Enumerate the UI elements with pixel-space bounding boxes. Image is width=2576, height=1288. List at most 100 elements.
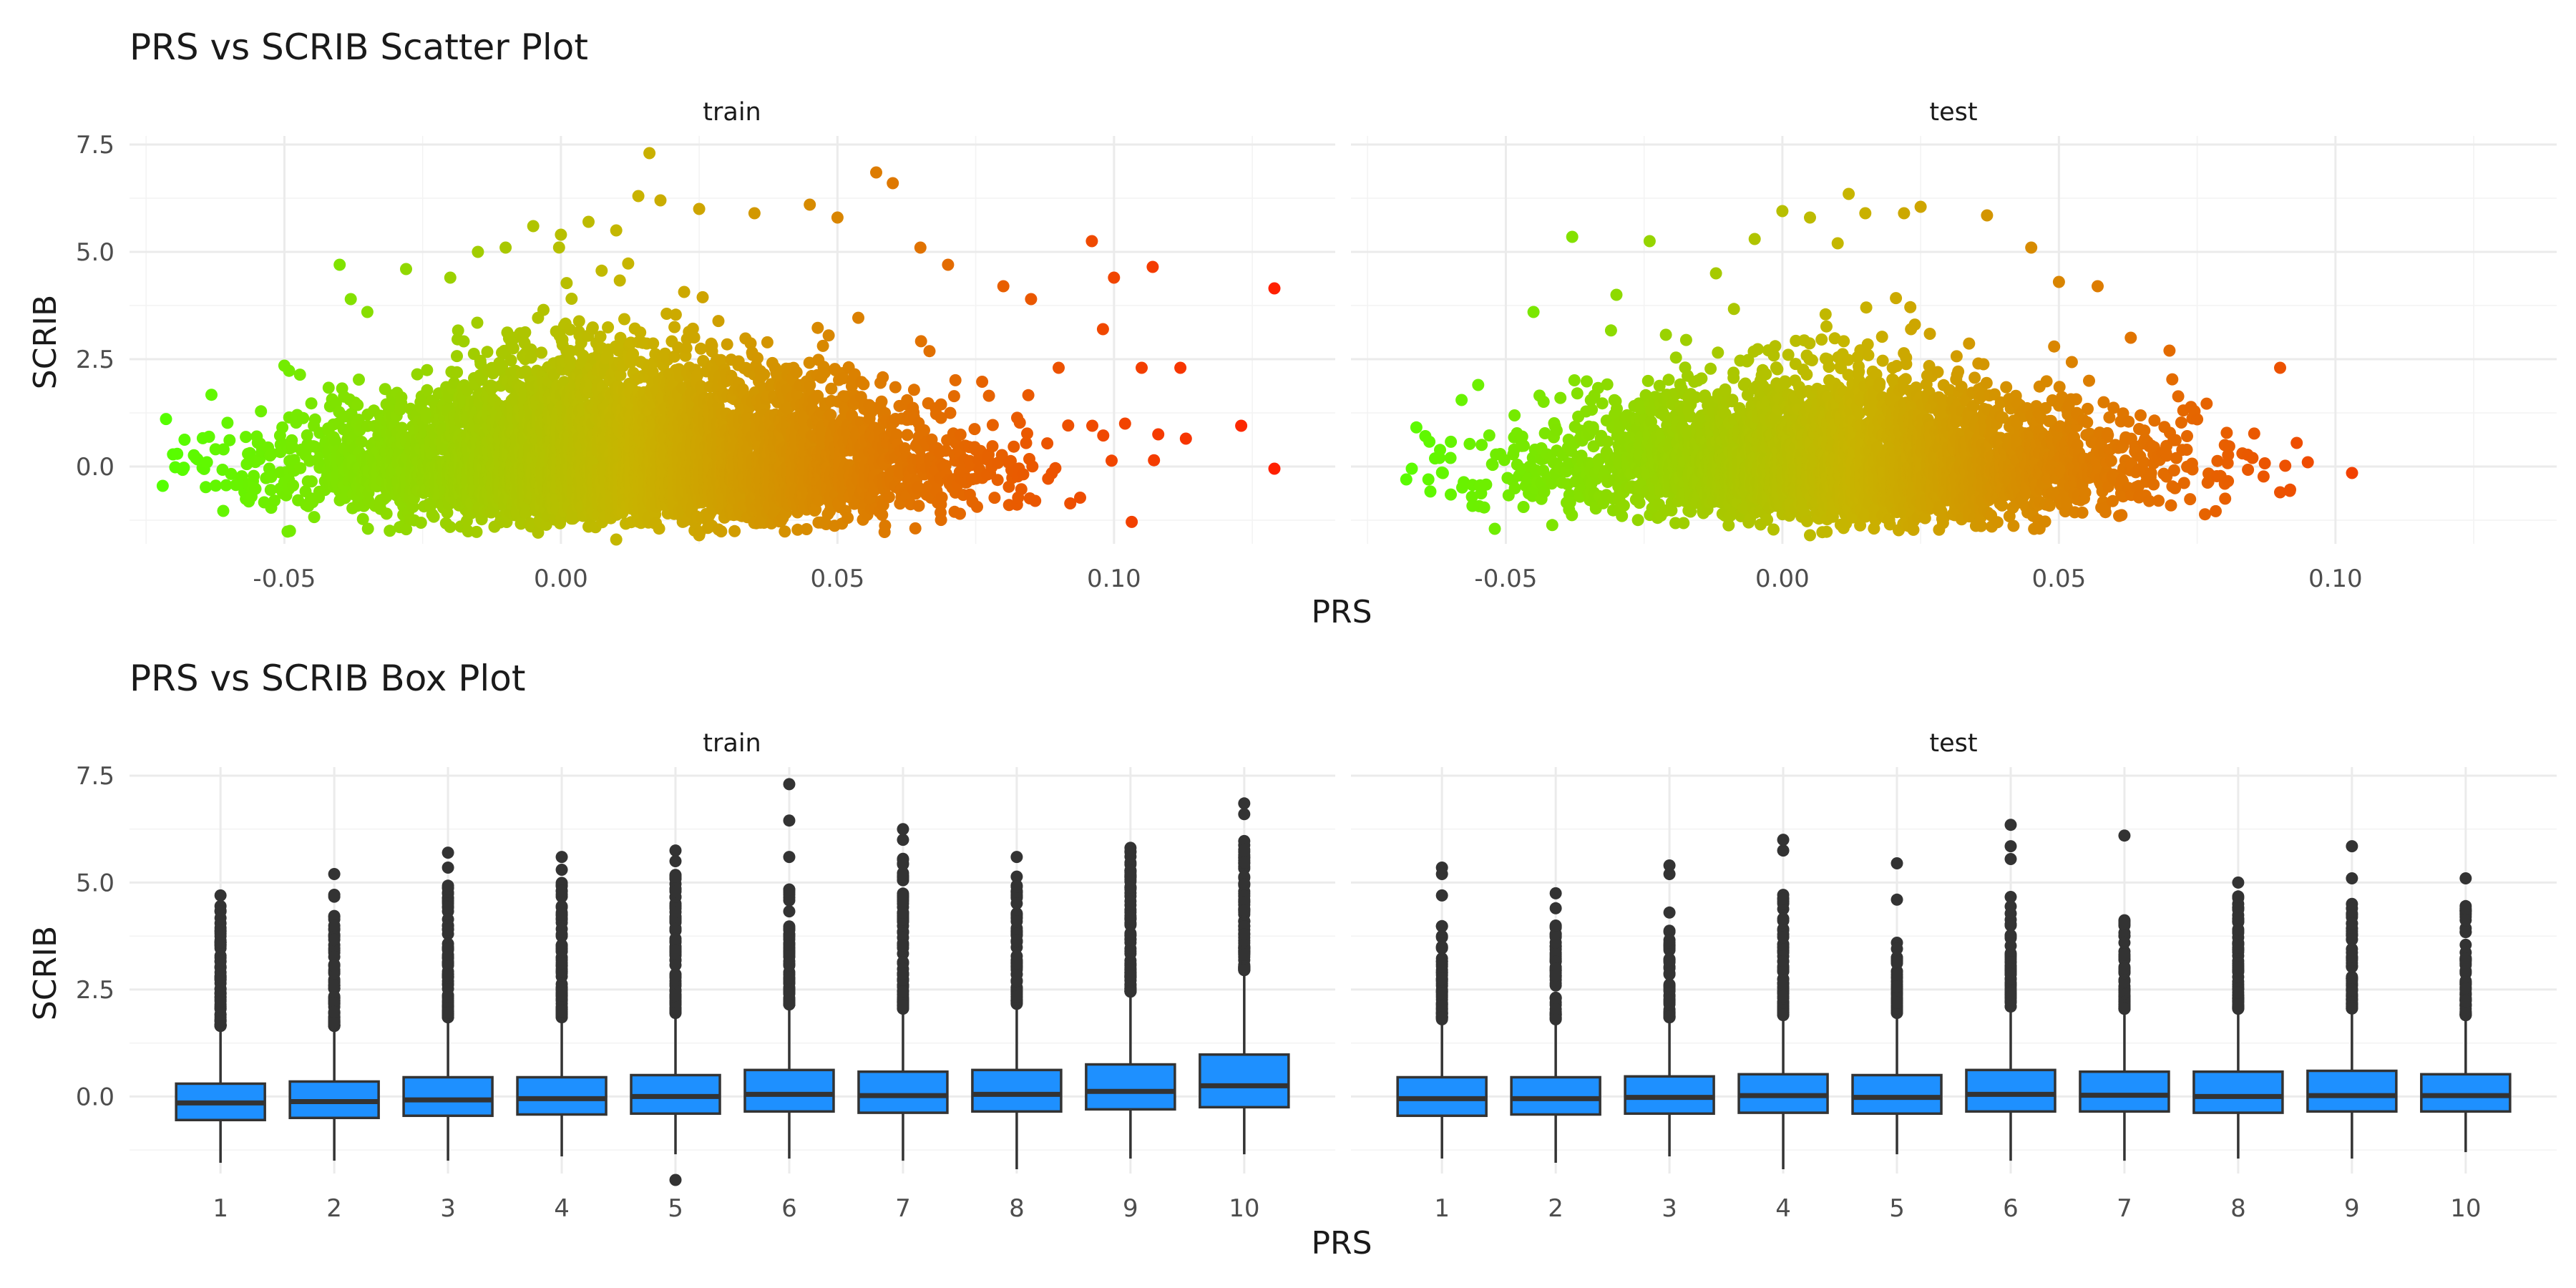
scatter-point (618, 313, 630, 326)
scatter-point (240, 431, 253, 444)
scatter-point (287, 479, 300, 492)
scatter-point (669, 308, 682, 321)
scatter-point (472, 245, 484, 258)
scatter-point (160, 413, 172, 426)
scatter-point (602, 321, 615, 333)
scatter-point (451, 350, 463, 363)
scatter-point (471, 316, 484, 329)
scatter-point (361, 522, 374, 535)
scatter-point (444, 520, 457, 533)
scatter-point (555, 228, 567, 241)
scatter-point (643, 147, 656, 160)
scatter-point (171, 447, 184, 460)
scatter-point (210, 479, 222, 492)
scatter-point (688, 331, 701, 344)
scatter-point (721, 338, 733, 351)
scatter-point (444, 271, 457, 284)
scatter-point (712, 315, 725, 328)
scatter-point (322, 381, 335, 394)
scatter-point (283, 364, 296, 377)
scatter-point (217, 504, 230, 517)
scatter-point (297, 411, 310, 424)
scatter-point (535, 346, 548, 359)
scatter-point (427, 510, 440, 523)
scatter-title: PRS vs SCRIB Scatter Plot (130, 26, 588, 68)
scatter-point (452, 324, 464, 337)
scatter-point (693, 203, 706, 215)
scatter-point (560, 277, 573, 290)
scatter-point (565, 293, 578, 305)
scatter-point (329, 434, 342, 447)
scatter-point (653, 522, 665, 535)
scatter-point (647, 337, 660, 350)
scatter-point (248, 469, 260, 482)
scatter-point (552, 241, 565, 254)
scatter-point (400, 523, 413, 536)
scatter-point (481, 346, 494, 358)
scatter-point (353, 374, 365, 386)
scatter-point (221, 416, 234, 429)
scatter-point (384, 525, 396, 537)
scatter-point (507, 342, 519, 355)
scatter-point (293, 369, 306, 381)
scatter-point (177, 462, 190, 474)
scatter-point (156, 479, 169, 492)
scatter-point (634, 326, 647, 339)
scatter-point (301, 429, 313, 441)
scatter-point (361, 306, 374, 318)
scatter-point (715, 525, 728, 538)
scatter-chart: PRS vs SCRIB Scatter Plot train test -0.… (27, 26, 2557, 630)
scatter-point (255, 405, 268, 418)
scatter-point (610, 533, 623, 546)
scatter-point (395, 391, 408, 404)
scatter-point (411, 368, 424, 381)
scatter-point (622, 257, 635, 270)
scatter-point (421, 364, 434, 376)
scatter-point (400, 263, 412, 275)
scatter-point (203, 430, 215, 443)
scatter-point (249, 482, 262, 495)
scatter-point (572, 315, 585, 328)
scatter-point (537, 303, 550, 316)
scatter-point (396, 421, 409, 434)
scatter-point (356, 512, 369, 525)
scatter-point (632, 190, 645, 203)
scatter-point (220, 479, 233, 492)
scatter-point (610, 224, 623, 237)
scatter-point (451, 366, 464, 379)
scatter-panel-train (130, 136, 1335, 546)
scatter-point (654, 194, 667, 207)
scatter-point (582, 215, 595, 228)
scatter-point (333, 258, 346, 271)
scatter-strip-test: test (1929, 98, 1977, 127)
scatter-strip-train: train (703, 98, 761, 127)
scatter-point (499, 241, 512, 254)
scatter-point (696, 291, 709, 303)
scatter-point (294, 462, 307, 474)
scatter-point (308, 413, 321, 426)
scatter-point (595, 264, 608, 277)
scatter-point (421, 384, 434, 396)
scatter-point (217, 443, 230, 456)
scatter-point (504, 354, 517, 367)
scatter-point (519, 326, 532, 338)
scatter-point (308, 511, 321, 524)
scatter-point (200, 481, 213, 494)
scatter-point (276, 421, 289, 434)
scatter-point (527, 220, 540, 233)
scatter-point (457, 335, 470, 348)
scatter-point (448, 376, 461, 389)
scatter-point (205, 389, 218, 401)
scatter-point (264, 484, 277, 497)
scatter-point (351, 399, 364, 411)
scatter-point (223, 434, 236, 447)
scatter-point (268, 494, 281, 507)
scatter-point (470, 525, 483, 538)
scatter-point (694, 342, 707, 355)
scatter-point (283, 525, 296, 537)
scatter-point (306, 475, 318, 488)
scatter-point (265, 471, 278, 483)
scatter-point (355, 436, 368, 448)
scatter-point (200, 456, 213, 469)
